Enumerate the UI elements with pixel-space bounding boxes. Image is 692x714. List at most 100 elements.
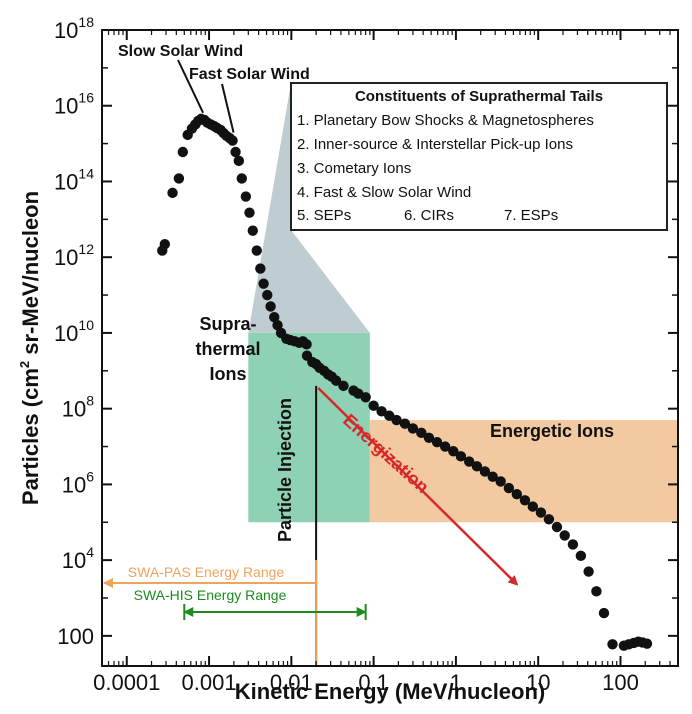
y-tick-label-2: 106 bbox=[62, 468, 94, 497]
data-point-64 bbox=[463, 456, 475, 467]
data-point-63 bbox=[455, 451, 467, 462]
data-point-58 bbox=[416, 427, 427, 439]
data-point-82 bbox=[607, 639, 618, 650]
data-point-21 bbox=[233, 155, 245, 167]
data-point-76 bbox=[559, 530, 570, 541]
tick-labels: 0.0001 0.001 0.01 0.1 1 10 1001001041061081010… bbox=[54, 14, 639, 695]
data-point-56 bbox=[399, 418, 411, 429]
x-tick-label-3: 0.1 bbox=[358, 670, 389, 695]
data-point-24 bbox=[244, 207, 255, 218]
constituents-item-2: 2. Inner-source & Interstellar Pick-up I… bbox=[297, 136, 573, 153]
x-tick-label-6: 100 bbox=[602, 670, 639, 695]
constituents-box-title: Constituents of Suprathermal Tails bbox=[355, 88, 603, 105]
data-point-51 bbox=[360, 392, 371, 403]
ticks-layer bbox=[102, 29, 678, 666]
suprathermal-label-line-3: Ions bbox=[209, 364, 246, 384]
data-point-67 bbox=[487, 471, 498, 482]
plot-frame bbox=[101, 29, 679, 667]
data-point-77 bbox=[567, 539, 579, 550]
y-tick-label-4: 1010 bbox=[54, 317, 94, 346]
data-point-61 bbox=[439, 441, 451, 452]
data-point-73 bbox=[535, 507, 547, 518]
constituents-item-7: 7. ESPs bbox=[504, 207, 558, 224]
constituents-item-5: 5. SEPs bbox=[297, 207, 351, 224]
data-point-68 bbox=[495, 476, 506, 487]
data-point-1 bbox=[159, 239, 171, 250]
callout-layer bbox=[248, 83, 370, 333]
y-tick-label-exponent: 14 bbox=[78, 165, 94, 181]
data-point-81 bbox=[598, 607, 610, 619]
data-point-26 bbox=[251, 245, 262, 256]
y-tick-label-base: 10 bbox=[54, 321, 78, 346]
data-point-47 bbox=[330, 375, 342, 386]
particle-injection-label: Particle Injection bbox=[275, 398, 295, 542]
fast-wind-pointer bbox=[221, 83, 235, 133]
data-point-62 bbox=[448, 446, 459, 457]
y-tick-label-base: 10 bbox=[62, 548, 86, 573]
data-point-32 bbox=[272, 320, 283, 331]
y-axis-title-part-2: sr-MeV/nucleon bbox=[18, 191, 43, 361]
swa-pas-range-label: SWA-PAS Energy Range bbox=[128, 564, 285, 580]
x-tick-label-1: 0.001 bbox=[182, 670, 237, 695]
data-point-25 bbox=[247, 225, 258, 236]
y-tick-label-5: 1012 bbox=[54, 241, 94, 270]
fast-solar-wind-label: Fast Solar Wind bbox=[189, 66, 310, 83]
data-point-88 bbox=[641, 638, 653, 649]
svg-text:Particles (cm2 sr-MeV/nucleon: Particles (cm2 sr-MeV/nucleon bbox=[17, 191, 43, 505]
y-tick-label-base: 100 bbox=[57, 624, 94, 649]
data-point-69 bbox=[503, 482, 515, 494]
data-point-70 bbox=[511, 489, 523, 500]
energetic-ions-label: Energetic Ions bbox=[490, 421, 614, 441]
x-tick-label-2: 0.01 bbox=[270, 670, 313, 695]
y-tick-label-1: 104 bbox=[62, 544, 94, 573]
y-tick-label-0: 100 bbox=[57, 624, 94, 649]
data-points bbox=[157, 113, 653, 651]
x-tick-label-5: 10 bbox=[526, 670, 550, 695]
data-point-48 bbox=[338, 380, 349, 392]
y-tick-label-exponent: 4 bbox=[86, 544, 94, 560]
y-tick-label-base: 10 bbox=[54, 245, 78, 270]
y-tick-label-exponent: 8 bbox=[86, 393, 94, 409]
constituents-item-4: 4. Fast & Slow Solar Wind bbox=[297, 184, 471, 201]
data-point-74 bbox=[543, 514, 555, 525]
data-point-80 bbox=[591, 586, 602, 597]
data-point-75 bbox=[551, 521, 563, 533]
constituents-item-1: 1. Planetary Bow Shocks & Magnetospheres bbox=[297, 112, 594, 129]
data-point-22 bbox=[236, 173, 248, 184]
data-point-31 bbox=[269, 312, 280, 323]
y-tick-label-exponent: 16 bbox=[78, 90, 94, 106]
x-tick-label-0: 0.0001 bbox=[93, 670, 160, 695]
y-tick-label-exponent: 18 bbox=[78, 14, 94, 30]
data-point-55 bbox=[391, 414, 402, 426]
x-tick-label-4: 1 bbox=[450, 670, 462, 695]
data-point-72 bbox=[527, 501, 539, 512]
constituents-item-6: 6. CIRs bbox=[404, 207, 454, 224]
y-axis-title-superscript: 2 bbox=[17, 361, 32, 368]
y-tick-label-6: 1014 bbox=[54, 165, 94, 194]
data-point-52 bbox=[368, 400, 379, 411]
y-tick-label-base: 10 bbox=[54, 94, 78, 119]
callout-wedge bbox=[248, 83, 370, 333]
y-tick-label-base: 10 bbox=[54, 18, 78, 43]
constituents-box-frame bbox=[290, 82, 668, 231]
data-point-29 bbox=[262, 289, 273, 301]
data-point-65 bbox=[471, 461, 483, 472]
data-point-27 bbox=[255, 263, 266, 274]
y-tick-label-base: 10 bbox=[62, 472, 86, 497]
y-tick-label-base: 10 bbox=[54, 169, 78, 194]
data-point-4 bbox=[177, 146, 189, 158]
data-point-20 bbox=[230, 146, 241, 158]
y-tick-label-8: 1018 bbox=[54, 14, 94, 43]
data-point-39 bbox=[301, 339, 312, 350]
data-point-60 bbox=[431, 437, 443, 448]
constituents-item-3: 3. Cometary Ions bbox=[297, 160, 411, 177]
suprathermal-label-line-2: thermal bbox=[195, 339, 260, 359]
y-tick-label-exponent: 6 bbox=[86, 468, 94, 484]
swa-his-range-label: SWA-HIS Energy Range bbox=[134, 587, 287, 603]
data-point-2 bbox=[167, 187, 178, 199]
y-tick-label-7: 1016 bbox=[54, 90, 94, 119]
data-point-3 bbox=[173, 173, 185, 184]
data-point-57 bbox=[407, 423, 419, 434]
